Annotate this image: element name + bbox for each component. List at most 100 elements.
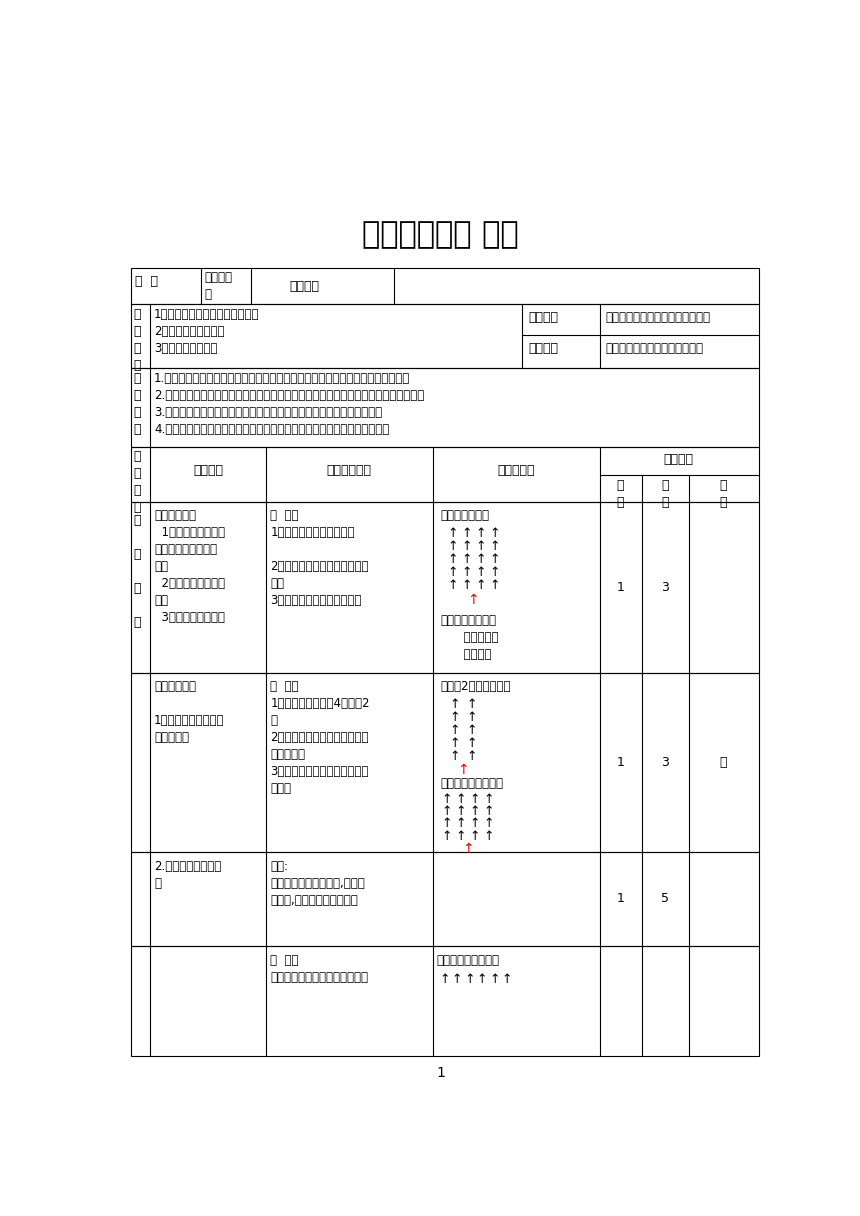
Text: ↑: ↑ bbox=[450, 698, 460, 711]
Text: 练习：2路纵队绕操场: 练习：2路纵队绕操场 bbox=[440, 680, 511, 693]
Text: ↑: ↑ bbox=[475, 527, 486, 540]
Text: ↑: ↑ bbox=[461, 527, 471, 540]
Text: 教
学
过
程: 教 学 过 程 bbox=[133, 450, 140, 514]
Text: 上课时间: 上课时间 bbox=[290, 280, 320, 293]
Text: 3: 3 bbox=[661, 756, 669, 770]
Text: ↑: ↑ bbox=[450, 750, 460, 764]
Text: 激

趣

热

身: 激 趣 热 身 bbox=[133, 514, 140, 629]
Text: 次
数: 次 数 bbox=[617, 479, 624, 508]
Text: ↑: ↑ bbox=[456, 793, 466, 806]
Text: ↑: ↑ bbox=[456, 829, 466, 843]
Text: ↑: ↑ bbox=[475, 580, 486, 592]
Text: ↑: ↑ bbox=[461, 580, 471, 592]
Text: 组织与要求: 组织与要求 bbox=[497, 465, 535, 477]
Text: ↑: ↑ bbox=[447, 527, 458, 540]
Text: 教
学
目
标: 教 学 目 标 bbox=[133, 372, 140, 435]
Text: ↑: ↑ bbox=[483, 805, 494, 818]
Text: ↑: ↑ bbox=[466, 698, 477, 711]
Bar bbox=[131, 304, 759, 367]
Text: ↑: ↑ bbox=[442, 829, 452, 843]
Text: ↑: ↑ bbox=[447, 553, 458, 567]
Text: 1、跳短绳：复习连续并脚跳短绳
2、游戏：跳跃接力赛
3、游戏：象步虎掌: 1、跳短绳：复习连续并脚跳短绳 2、游戏：跳跃接力赛 3、游戏：象步虎掌 bbox=[154, 309, 260, 355]
Text: 教学内容: 教学内容 bbox=[194, 465, 224, 477]
Text: 强
度: 强 度 bbox=[720, 479, 728, 508]
Text: ↑: ↑ bbox=[456, 805, 466, 818]
Text: ↑: ↑ bbox=[450, 711, 460, 724]
Text: ↑: ↑ bbox=[442, 805, 452, 818]
Text: 教  法：
1、由体育委员带领4路变为2
路
2、在体育委员带领下进行绕操
场跑步活动
3、在教师口哨口令下，进行口
号练习: 教 法： 1、由体育委员带领4路变为2 路 2、在体育委员带领下进行绕操 场跑步… bbox=[270, 680, 370, 794]
Text: ↑: ↑ bbox=[468, 592, 479, 607]
Text: ↑: ↑ bbox=[464, 973, 475, 986]
Text: 教法:
跟音乐进行兔子舞练习,达到热
身效果,同时增加跳跃练习。: 教法: 跟音乐进行兔子舞练习,达到热 身效果,同时增加跳跃练习。 bbox=[270, 860, 365, 907]
Text: ↑: ↑ bbox=[447, 540, 458, 553]
Text: ↑: ↑ bbox=[483, 793, 494, 806]
Text: ↑: ↑ bbox=[442, 793, 452, 806]
Text: ↑: ↑ bbox=[442, 817, 452, 831]
Text: 教  法：
（共练习三组，每一组之间以坐: 教 法： （共练习三组，每一组之间以坐 bbox=[270, 953, 368, 984]
Text: ↑: ↑ bbox=[470, 817, 480, 831]
Text: ↑: ↑ bbox=[470, 793, 480, 806]
Bar bbox=[131, 946, 759, 1055]
Text: ↑: ↑ bbox=[489, 527, 500, 540]
Text: 1: 1 bbox=[436, 1066, 445, 1080]
Text: 1.运动参与目标：通过各种跳跃练习促进学生参与到运动中来，增强学习积极性。
2.运动技能目标：进一步掌握双脚跳跃的动作和方法，提高学生的灵巧性和跳跃能力。
3.: 1.运动参与目标：通过各种跳跃练习促进学生参与到运动中来，增强学习积极性。 2.… bbox=[154, 372, 424, 437]
Text: ↑: ↑ bbox=[461, 553, 471, 567]
Text: 2.韵律热身操：兔子
舞: 2.韵律热身操：兔子 舞 bbox=[154, 860, 221, 890]
Text: 1: 1 bbox=[617, 893, 624, 906]
Text: ↑: ↑ bbox=[475, 553, 486, 567]
Text: ↑: ↑ bbox=[458, 764, 469, 777]
Text: ↑: ↑ bbox=[489, 567, 500, 579]
Text: 教  法：
1、督促整队，检查服装。

2、讲解学习目标，提出学练要
求。
3、集体进行队列队形练习。: 教 法： 1、督促整队，检查服装。 2、讲解学习目标，提出学练要 求。 3、集体… bbox=[270, 508, 369, 607]
Text: 1: 1 bbox=[617, 756, 624, 770]
Text: ↑: ↑ bbox=[489, 540, 500, 553]
Text: ↑: ↑ bbox=[452, 973, 463, 986]
Text: 运动负荷: 运动负荷 bbox=[664, 454, 694, 466]
Text: 教与学的过程: 教与学的过程 bbox=[327, 465, 372, 477]
Bar bbox=[131, 502, 759, 674]
Text: 教学难点: 教学难点 bbox=[528, 342, 558, 355]
Text: ↑: ↑ bbox=[466, 750, 477, 764]
Text: ↑: ↑ bbox=[476, 973, 487, 986]
Text: 3: 3 bbox=[661, 581, 669, 595]
Text: ↑: ↑ bbox=[447, 580, 458, 592]
Text: 1: 1 bbox=[617, 581, 624, 595]
Bar bbox=[131, 447, 759, 502]
Text: ↑: ↑ bbox=[489, 973, 500, 986]
Text: ↑: ↑ bbox=[470, 805, 480, 818]
Text: ↑: ↑ bbox=[466, 737, 477, 750]
Text: ↑: ↑ bbox=[475, 567, 486, 579]
Bar bbox=[131, 674, 759, 852]
Text: ↑: ↑ bbox=[439, 973, 450, 986]
Text: 前脚掌蹬地起跳与轻巧落地的方法: 前脚掌蹬地起跳与轻巧落地的方法 bbox=[605, 311, 711, 325]
Text: ↑: ↑ bbox=[466, 711, 477, 724]
Text: ↑: ↑ bbox=[450, 725, 460, 737]
Text: 5: 5 bbox=[661, 893, 669, 906]
Text: ↑: ↑ bbox=[456, 817, 466, 831]
Bar bbox=[131, 268, 759, 304]
Text: 组织：四路纵队: 组织：四路纵队 bbox=[440, 508, 489, 522]
Text: ↑: ↑ bbox=[450, 737, 460, 750]
Text: 时
间: 时 间 bbox=[661, 479, 669, 508]
Text: 教
学
内
容: 教 学 内 容 bbox=[133, 308, 140, 372]
Text: ↑: ↑ bbox=[489, 553, 500, 567]
Text: 组织：体操队形散开: 组织：体操队形散开 bbox=[437, 953, 500, 967]
Text: 小: 小 bbox=[720, 756, 728, 770]
Text: ↑: ↑ bbox=[489, 580, 500, 592]
Bar bbox=[131, 367, 759, 447]
Text: ↑: ↑ bbox=[462, 841, 474, 856]
Text: ↑: ↑ bbox=[447, 567, 458, 579]
Bar bbox=[131, 852, 759, 946]
Text: 年  级: 年 级 bbox=[135, 275, 157, 288]
Text: ↑: ↑ bbox=[475, 540, 486, 553]
Text: ↑: ↑ bbox=[483, 817, 494, 831]
Text: 教学重点: 教学重点 bbox=[528, 311, 558, 325]
Text: ↑: ↑ bbox=[466, 725, 477, 737]
Text: ↑: ↑ bbox=[501, 973, 512, 986]
Text: ↑: ↑ bbox=[483, 829, 494, 843]
Text: 《立定跳远》 教案: 《立定跳远》 教案 bbox=[362, 220, 519, 249]
Text: ↑: ↑ bbox=[461, 567, 471, 579]
Text: ↑: ↑ bbox=[470, 829, 480, 843]
Text: 二、准备活动

1、成两路纵队绕操场
跑步两圈。: 二、准备活动 1、成两路纵队绕操场 跑步两圈。 bbox=[154, 680, 224, 743]
Text: ↑: ↑ bbox=[461, 540, 471, 553]
Text: 一年级三
班: 一年级三 班 bbox=[205, 271, 232, 302]
